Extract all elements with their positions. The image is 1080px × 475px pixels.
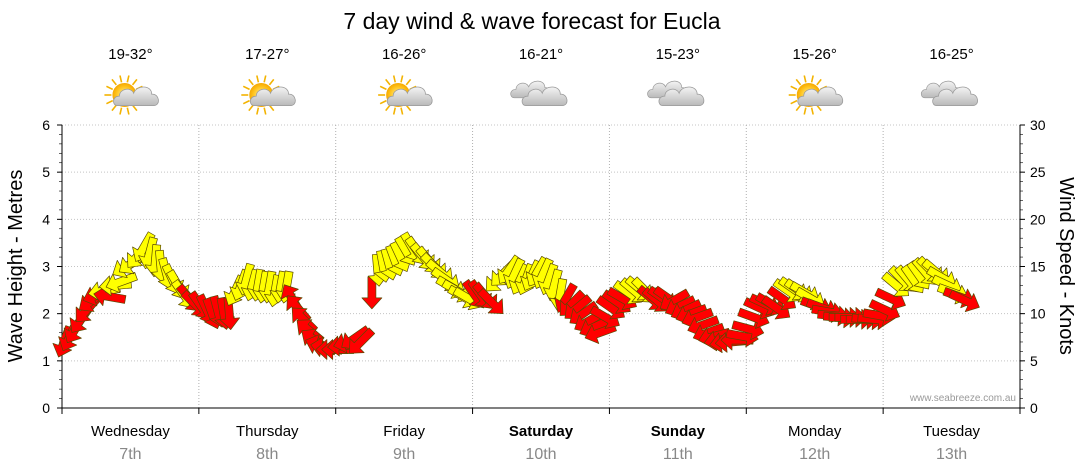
day-temp-label: 16-21° bbox=[519, 46, 563, 63]
wind-arrows bbox=[52, 231, 980, 360]
cloudy-icon bbox=[920, 80, 978, 106]
day-name-label: Saturday bbox=[509, 423, 574, 440]
left-tick-label: 4 bbox=[42, 211, 50, 227]
cloud-shape bbox=[658, 86, 705, 106]
day-name-label: Tuesday bbox=[923, 423, 980, 440]
right-tick-label: 30 bbox=[1030, 117, 1046, 133]
right-tick-label: 25 bbox=[1030, 164, 1046, 180]
left-tick-label: 0 bbox=[42, 400, 50, 416]
partly-cloudy-icon bbox=[104, 75, 159, 115]
left-axis: 0 1 2 3 4 5 6 bbox=[42, 117, 62, 416]
day-temp-label: 15-23° bbox=[656, 46, 700, 63]
cloud-shape bbox=[249, 86, 296, 106]
day-date-label: 7th bbox=[119, 446, 141, 463]
right-axis-label: Wind Speed - Knots bbox=[1055, 177, 1077, 355]
day-date-label: 8th bbox=[256, 446, 278, 463]
chart-title: 7 day wind & wave forecast for Eucla bbox=[343, 8, 720, 34]
right-axis: 0 5 10 15 20 25 30 bbox=[1020, 117, 1046, 416]
day-temp-label: 19-32° bbox=[108, 46, 152, 63]
left-tick-label: 1 bbox=[42, 353, 50, 369]
day-temp-label: 15-26° bbox=[793, 46, 837, 63]
cloud-shape bbox=[797, 86, 844, 106]
left-axis-label: Wave Height - Metres bbox=[5, 170, 27, 363]
day-date-label: 12th bbox=[799, 446, 830, 463]
day-date-label: 10th bbox=[525, 446, 556, 463]
watermark: www.seabreeze.com.au bbox=[909, 393, 1016, 404]
day-temp-label: 17-27° bbox=[245, 46, 289, 63]
cloudy-icon bbox=[647, 80, 705, 106]
cloud-shape bbox=[113, 86, 159, 106]
day-name-label: Friday bbox=[383, 423, 425, 440]
cloudy-icon bbox=[510, 80, 568, 106]
partly-cloudy-icon bbox=[378, 75, 433, 115]
day-date-label: 9th bbox=[393, 446, 415, 463]
right-tick-label: 10 bbox=[1030, 306, 1046, 322]
cloud-shape bbox=[521, 86, 568, 106]
day-labels: Wednesday 7th Thursday 8th Friday 9th Saturday… bbox=[91, 423, 981, 463]
left-tick-label: 6 bbox=[42, 117, 50, 133]
left-tick-label: 5 bbox=[42, 164, 50, 180]
cloud-shape bbox=[932, 86, 978, 106]
wind-arrow bbox=[477, 287, 504, 314]
day-date-label: 11th bbox=[663, 446, 693, 463]
cloud-shape bbox=[386, 86, 433, 106]
day-temp-label: 16-26° bbox=[382, 46, 426, 63]
day-temp-label: 16-25° bbox=[929, 46, 973, 63]
weather-row: 19-32° 17-27° 16-26° 16-21° 15-23° 15-26° 16-2… bbox=[104, 46, 978, 115]
day-name-label: Wednesday bbox=[91, 423, 170, 440]
day-date-label: 13th bbox=[936, 446, 967, 463]
wind-arrow bbox=[584, 322, 617, 344]
day-name-label: Thursday bbox=[236, 423, 299, 440]
right-tick-label: 0 bbox=[1030, 400, 1038, 416]
left-tick-label: 3 bbox=[42, 259, 50, 275]
right-tick-label: 20 bbox=[1030, 211, 1046, 227]
wind-arrow bbox=[348, 327, 376, 354]
wind-arrow bbox=[948, 289, 980, 313]
right-tick-label: 5 bbox=[1030, 353, 1038, 369]
right-tick-label: 15 bbox=[1030, 259, 1046, 275]
partly-cloudy-icon bbox=[241, 75, 296, 115]
day-name-label: Sunday bbox=[651, 423, 706, 440]
day-name-label: Monday bbox=[788, 423, 842, 440]
left-tick-label: 2 bbox=[42, 306, 50, 322]
partly-cloudy-icon bbox=[788, 75, 844, 115]
